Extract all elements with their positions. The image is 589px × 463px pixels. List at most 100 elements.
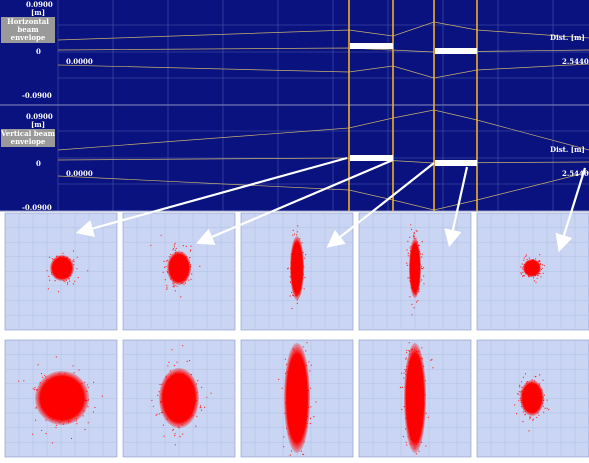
y-min-label: -0.0900 bbox=[22, 91, 52, 100]
particle bbox=[204, 406, 206, 408]
particle bbox=[532, 418, 534, 420]
particle bbox=[407, 277, 409, 279]
element-bar bbox=[350, 155, 393, 161]
particle bbox=[519, 384, 521, 386]
particle bbox=[421, 347, 423, 349]
particle bbox=[191, 273, 193, 275]
particle bbox=[158, 391, 160, 393]
particle bbox=[413, 232, 415, 234]
particle bbox=[176, 361, 178, 363]
particle bbox=[292, 234, 294, 236]
particle bbox=[156, 413, 158, 415]
particle bbox=[32, 388, 34, 390]
particle bbox=[411, 303, 413, 305]
particle bbox=[310, 406, 312, 408]
particle bbox=[163, 435, 165, 437]
particle bbox=[522, 376, 525, 378]
beam-core bbox=[290, 236, 304, 300]
particle bbox=[166, 260, 168, 262]
particle bbox=[309, 370, 311, 372]
particle bbox=[67, 282, 69, 284]
particle bbox=[543, 264, 545, 267]
start-label: 0.0000 bbox=[66, 169, 93, 178]
particle bbox=[55, 424, 58, 426]
particle bbox=[168, 256, 170, 258]
particle bbox=[176, 285, 178, 287]
y-max-label: 0.0900 bbox=[26, 0, 53, 9]
particle bbox=[425, 445, 427, 447]
particle bbox=[432, 367, 434, 369]
particle bbox=[182, 345, 184, 347]
particle bbox=[421, 256, 423, 258]
particle bbox=[402, 435, 404, 438]
particle bbox=[522, 421, 524, 423]
particle bbox=[151, 399, 153, 401]
particle bbox=[300, 450, 302, 452]
particle bbox=[41, 429, 43, 432]
particle bbox=[539, 260, 541, 262]
particle bbox=[200, 409, 203, 411]
particle bbox=[200, 406, 202, 408]
particle bbox=[405, 358, 407, 360]
particle bbox=[18, 380, 20, 382]
beam-core bbox=[523, 259, 541, 277]
particle bbox=[72, 283, 75, 285]
particle bbox=[51, 258, 54, 260]
element-bar bbox=[350, 43, 393, 49]
particle bbox=[171, 349, 173, 351]
particle bbox=[528, 430, 530, 432]
particle bbox=[406, 262, 408, 264]
particle bbox=[418, 450, 420, 452]
particle bbox=[524, 414, 526, 416]
particle bbox=[73, 372, 75, 374]
particle bbox=[538, 414, 540, 416]
particle bbox=[413, 235, 415, 237]
particle bbox=[524, 373, 527, 375]
particle bbox=[519, 386, 521, 388]
zero-label: 0 bbox=[36, 47, 41, 56]
particle bbox=[421, 265, 423, 267]
particle bbox=[525, 255, 527, 257]
element-bar bbox=[435, 48, 477, 54]
particle bbox=[72, 260, 74, 262]
particle bbox=[403, 372, 405, 374]
particle bbox=[421, 253, 424, 255]
particle bbox=[167, 259, 169, 261]
particle bbox=[35, 407, 37, 409]
particle bbox=[73, 261, 75, 263]
particle bbox=[182, 245, 184, 247]
particle bbox=[410, 228, 413, 230]
particle bbox=[62, 252, 64, 254]
particle bbox=[407, 252, 409, 254]
particle bbox=[542, 272, 544, 274]
particle bbox=[206, 396, 208, 398]
particle bbox=[57, 291, 60, 293]
particle bbox=[296, 234, 298, 236]
zero-label: 0 bbox=[36, 159, 41, 168]
particle bbox=[157, 394, 159, 396]
beam-core bbox=[159, 368, 199, 428]
particle bbox=[197, 380, 199, 382]
particle bbox=[526, 258, 528, 261]
particle bbox=[520, 273, 523, 275]
panel-label: Horizontal beam envelope bbox=[1, 17, 55, 43]
particle bbox=[42, 376, 44, 378]
beam-core bbox=[409, 238, 421, 298]
particle bbox=[430, 359, 432, 361]
particle bbox=[522, 275, 525, 277]
particle bbox=[54, 280, 56, 282]
particle bbox=[170, 253, 172, 256]
particle bbox=[190, 245, 192, 247]
y-max-label: 0.0900 bbox=[26, 112, 53, 121]
particle bbox=[66, 283, 69, 285]
particle bbox=[310, 387, 312, 389]
particle bbox=[45, 432, 47, 435]
particle bbox=[423, 283, 425, 285]
particle bbox=[540, 276, 542, 278]
particle bbox=[525, 254, 528, 256]
particle bbox=[281, 387, 283, 389]
envelope-line bbox=[57, 63, 589, 79]
end-label: 2.5440 bbox=[562, 169, 589, 178]
particle bbox=[303, 288, 305, 290]
